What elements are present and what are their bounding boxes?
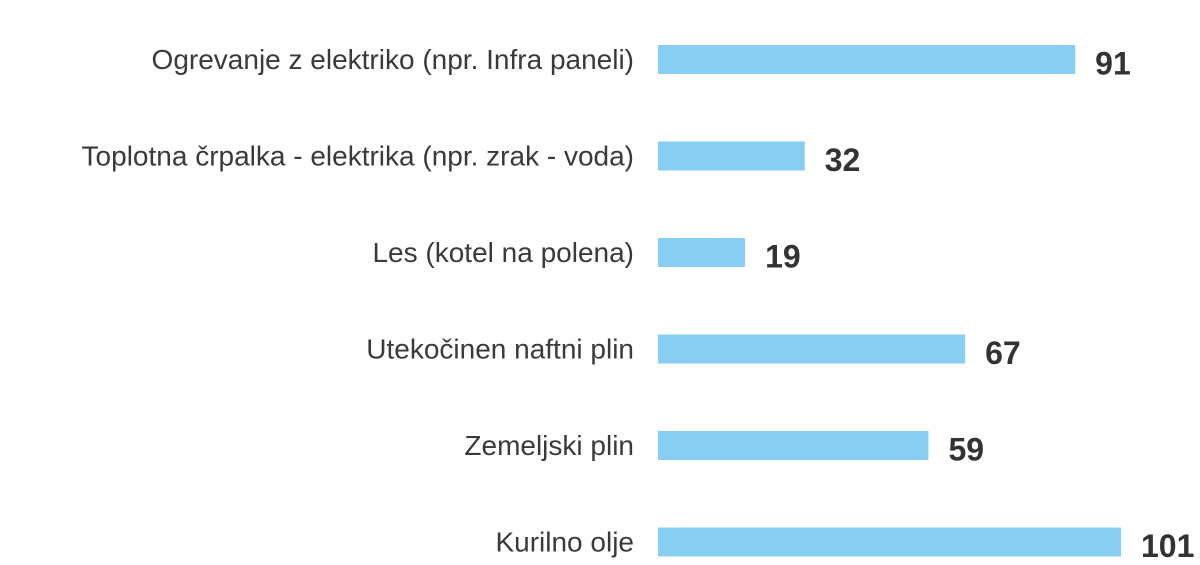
bar [658, 527, 1121, 557]
category-label: Les (kotel na polena) [372, 237, 634, 268]
category-label: Utekočinen naftni plin [366, 334, 634, 365]
category-label: Kurilno olje [495, 527, 634, 558]
bar [658, 334, 966, 364]
bar [658, 238, 746, 267]
category-label: Ogrevanje z elektriko (npr. Infra paneli… [152, 44, 634, 75]
bar [658, 45, 1076, 74]
category-label: Zemeljski plin [464, 430, 634, 461]
value-label: 59 [948, 432, 984, 468]
value-label: 91 [1095, 46, 1131, 82]
value-label: 19 [765, 239, 801, 275]
bar [658, 141, 805, 171]
value-label: 67 [985, 335, 1021, 371]
value-label: 101 [1141, 528, 1194, 564]
category-label: Toplotna črpalka - elektrika (npr. zrak … [82, 141, 634, 172]
value-label: 32 [825, 142, 861, 178]
bar [658, 431, 929, 460]
